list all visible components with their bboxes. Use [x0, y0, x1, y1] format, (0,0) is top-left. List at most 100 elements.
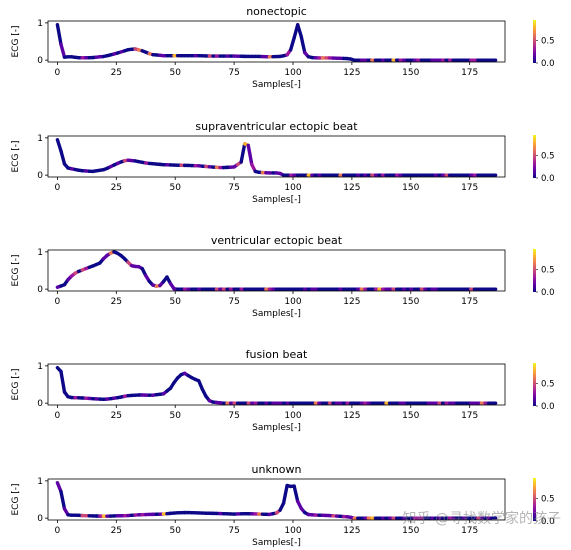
- chart-panel-0: nonectopic 0 25 50 75 100 125 150 175 0 1 Samples[-…: [11, 5, 555, 90]
- x-tick-label: 50: [169, 68, 181, 78]
- x-tick-label: 150: [402, 68, 419, 78]
- chart-panel-2: ventricular ectopic beat 0 25 50 75 100 125 150…: [11, 234, 555, 319]
- colorbar-tick-label: 0.5: [541, 494, 555, 504]
- x-axis-label: Samples[-]: [252, 195, 301, 205]
- chart-panel-1: supraventricular ectopic beat 0 25 50 75 100 1…: [11, 120, 555, 205]
- ecg-segment: [55, 138, 63, 153]
- x-tick-label: 125: [343, 68, 360, 78]
- colorbar-tick-label: 0.0: [541, 402, 555, 412]
- y-axis-label: ECG [-]: [11, 140, 21, 172]
- chart-panel-4: unknown 0 25 50 75 100 125 150 175 0 1 Samples[-] EC…: [11, 463, 555, 548]
- x-tick-label: 0: [55, 297, 61, 307]
- x-tick-label: 175: [461, 297, 478, 307]
- x-axis-label: Samples[-]: [252, 423, 301, 433]
- axes-frame: [47, 478, 506, 521]
- colorbar-tick-label: 0.0: [541, 517, 555, 527]
- x-tick-label: 75: [228, 183, 239, 193]
- y-axis-label: ECG [-]: [11, 368, 21, 400]
- x-axis-label: Samples[-]: [252, 309, 301, 319]
- ecg-segment: [59, 369, 67, 394]
- ecg-segment: [55, 23, 63, 46]
- chart-title: ventricular ectopic beat: [211, 234, 343, 247]
- ecg-segment: [246, 143, 254, 167]
- colorbar-tick-label: 0.5: [541, 151, 555, 161]
- axes-frame: [47, 20, 506, 63]
- axes-frame: [47, 363, 506, 406]
- axes-frame: [47, 135, 506, 178]
- ecg-segment: [239, 142, 247, 164]
- y-tick-label: 0: [37, 171, 43, 181]
- x-tick-label: 50: [169, 183, 181, 193]
- x-tick-label: 100: [284, 297, 301, 307]
- x-tick-label: 50: [169, 526, 181, 536]
- ecg-line: [55, 23, 498, 62]
- x-tick-label: 175: [461, 411, 478, 421]
- y-tick-label: 1: [37, 362, 43, 372]
- chart-panel-3: fusion beat 0 25 50 75 100 125 150 175 0 1 Samples[…: [11, 348, 555, 433]
- colorbar: [533, 363, 536, 406]
- x-tick-label: 0: [55, 68, 61, 78]
- colorbar-tick-label: 0.0: [541, 59, 555, 69]
- axes-frame: [47, 249, 506, 292]
- y-tick-label: 1: [37, 477, 43, 487]
- x-tick-label: 150: [402, 297, 419, 307]
- x-tick-label: 50: [169, 297, 181, 307]
- chart-title: nonectopic: [246, 5, 307, 18]
- y-tick-label: 1: [37, 19, 43, 29]
- x-tick-label: 75: [228, 411, 239, 421]
- y-tick-label: 0: [37, 399, 43, 409]
- colorbar-tick-label: 0.0: [541, 288, 555, 298]
- x-tick-label: 125: [343, 297, 360, 307]
- x-tick-label: 75: [228, 68, 239, 78]
- y-axis-label: ECG [-]: [11, 25, 21, 57]
- colorbar: [533, 249, 536, 292]
- ecg-segment: [59, 489, 67, 511]
- x-tick-label: 125: [343, 183, 360, 193]
- ecg-segment: [292, 484, 300, 504]
- x-tick-label: 150: [402, 183, 419, 193]
- colorbar-tick-label: 0.5: [541, 36, 555, 46]
- y-tick-label: 1: [37, 134, 43, 144]
- x-tick-label: 175: [461, 526, 478, 536]
- y-tick-label: 0: [37, 514, 43, 524]
- x-tick-label: 0: [55, 183, 61, 193]
- y-axis-label: ECG [-]: [11, 483, 21, 515]
- x-axis-label: Samples[-]: [252, 538, 301, 548]
- ecg-line: [55, 250, 498, 291]
- ecg-line: [55, 366, 498, 405]
- ecg-line: [55, 138, 498, 177]
- ecg-segment: [59, 42, 67, 59]
- watermark-text: 知乎 @寻找数学家的孩子: [402, 511, 561, 527]
- colorbar: [533, 135, 536, 178]
- x-tick-label: 25: [111, 68, 122, 78]
- x-tick-label: 175: [461, 183, 478, 193]
- y-tick-label: 0: [37, 56, 43, 66]
- colorbar-tick-label: 0.5: [541, 379, 555, 389]
- x-tick-label: 50: [169, 411, 181, 421]
- x-tick-label: 25: [111, 411, 122, 421]
- x-tick-label: 0: [55, 411, 61, 421]
- colorbar-tick-label: 0.5: [541, 265, 555, 275]
- x-tick-label: 150: [402, 411, 419, 421]
- x-tick-label: 75: [228, 297, 239, 307]
- ecg-line: [55, 481, 498, 520]
- x-tick-label: 100: [284, 526, 301, 536]
- x-tick-label: 150: [402, 526, 419, 536]
- x-tick-label: 125: [343, 411, 360, 421]
- x-axis-label: Samples[-]: [252, 80, 301, 90]
- colorbar-tick-label: 0.0: [541, 174, 555, 184]
- colorbar: [533, 478, 536, 521]
- x-tick-label: 25: [111, 526, 122, 536]
- x-tick-label: 25: [111, 183, 122, 193]
- colorbar: [533, 20, 536, 63]
- chart-title: unknown: [252, 463, 302, 476]
- chart-title: fusion beat: [246, 348, 308, 361]
- x-tick-label: 100: [284, 411, 301, 421]
- x-tick-label: 25: [111, 297, 122, 307]
- chart-title: supraventricular ectopic beat: [195, 120, 358, 133]
- x-tick-label: 75: [228, 526, 239, 536]
- ecg-segment: [288, 36, 296, 52]
- x-tick-label: 175: [461, 68, 478, 78]
- x-tick-label: 0: [55, 526, 61, 536]
